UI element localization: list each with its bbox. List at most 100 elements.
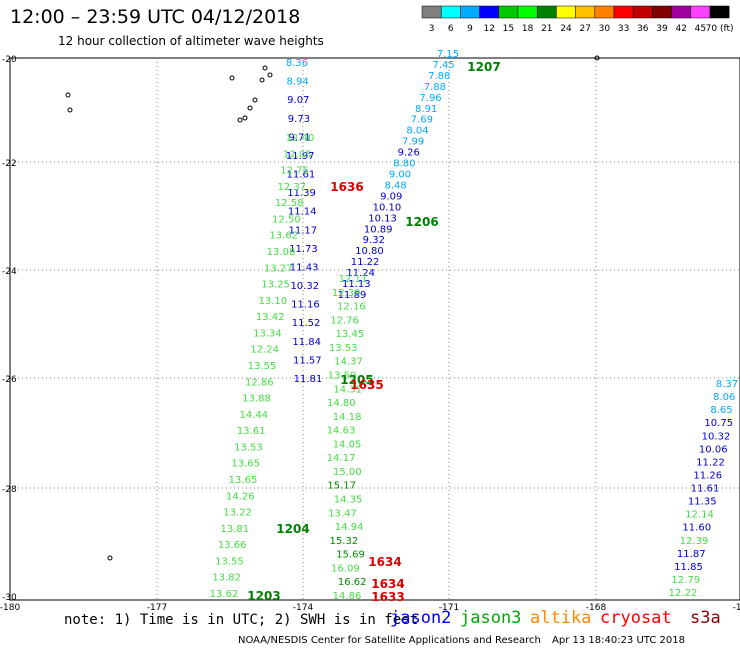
legend-swatch (594, 5, 615, 19)
legend-sat-jason2: jason2 (390, 608, 452, 628)
lat-label: -26 (2, 375, 17, 385)
wave-height-label: 13.22 (223, 508, 252, 519)
legend-swatch (479, 5, 500, 19)
wave-height-label: 8.65 (710, 405, 732, 416)
wave-height-label: 10.89 (364, 224, 393, 235)
wave-height-label: 12.37 (278, 182, 307, 193)
wave-height-label: 11.39 (287, 188, 316, 199)
wave-height-label: 7.88 (424, 82, 446, 93)
lat-label: -20 (2, 55, 17, 65)
wave-height-label: 8.80 (393, 159, 415, 170)
wave-height-label: 11.81 (294, 374, 323, 385)
wave-height-label: 9.00 (389, 170, 411, 181)
wave-height-label: 8.94 (287, 77, 309, 88)
wave-height-label: 14.37 (334, 357, 363, 368)
wave-height-label: 11.22 (696, 457, 725, 468)
wave-height-label: 10.13 (368, 213, 397, 224)
wave-height-label: 14.94 (335, 522, 364, 533)
wave-height-label: 12.16 (337, 302, 366, 313)
pass-time-label: 1203 (247, 589, 280, 603)
wave-height-label: 11.13 (342, 279, 371, 290)
wave-height-label: 14.31 (333, 384, 362, 395)
wave-height-label: 14.18 (333, 412, 362, 423)
legend-swatch (556, 5, 576, 19)
legend-value: 33 (618, 24, 629, 34)
legend-value: 12 (483, 24, 494, 34)
pass-time-label: 1634 (368, 555, 401, 569)
wave-height-label: 7.45 (433, 60, 455, 71)
wave-height-label: 13.61 (237, 426, 266, 437)
wave-height-label: 8.48 (385, 180, 407, 191)
legend-value: 15 (503, 24, 514, 34)
map-frame (9, 57, 740, 601)
wave-height-label: 13.59 (328, 370, 357, 381)
wave-height-label: 13.34 (253, 328, 282, 339)
legend-value: 6 (448, 24, 454, 34)
wave-height-label: 8.91 (415, 104, 437, 115)
lon-label: -168 (586, 603, 607, 613)
legend-swatch (671, 5, 692, 19)
wave-height-label: 11.85 (674, 562, 703, 573)
wave-height-label: 12.14 (685, 510, 714, 521)
wave-height-label: 11.73 (289, 244, 318, 255)
wave-height-label: 11.24 (346, 268, 375, 279)
island (267, 72, 273, 78)
wave-height-label: 9.07 (287, 95, 309, 106)
wave-height-label: 12.24 (250, 345, 279, 356)
map-subtitle: 12 hour collection of altimeter wave hei… (58, 34, 324, 48)
pass-time-label: 1634 (371, 577, 404, 591)
lon-label: -174 (293, 603, 314, 613)
wave-height-label: 7.99 (402, 137, 424, 148)
wave-height-label: 14.05 (333, 439, 362, 450)
credit-line: NOAA/NESDIS Center for Satellite Applica… (238, 635, 541, 646)
wave-height-label: 12.39 (332, 288, 361, 299)
wave-height-label: 11.14 (288, 207, 317, 218)
lat-label: -24 (2, 267, 17, 277)
wave-height-label: 12.40 (286, 133, 315, 144)
wave-height-label: 9.73 (288, 114, 310, 125)
pass-time-label: 1204 (276, 522, 309, 536)
legend-value: 9 (467, 24, 473, 34)
legend-swatch (690, 5, 711, 19)
legend-value: 36 (637, 24, 649, 34)
wave-height-label: 11.16 (291, 300, 320, 311)
island (242, 115, 248, 121)
wave-height-label: 12.86 (245, 377, 274, 388)
wave-height-label: 13.81 (221, 524, 250, 535)
wave-height-label: 16.09 (331, 563, 360, 574)
wave-height-label: 13.66 (218, 540, 247, 551)
wave-height-label: 11.17 (289, 225, 318, 236)
wave-height-label: 13.08 (267, 247, 296, 258)
wave-height-label: 12.76 (330, 315, 359, 326)
wave-height-label: 7.96 (419, 93, 441, 104)
wave-height-label: 10.80 (355, 246, 384, 257)
pass-time-label: 1205 (340, 373, 373, 387)
wave-height-label: 14.44 (240, 410, 269, 421)
wave-height-label: 14.63 (327, 426, 356, 437)
wave-height-label: 12.58 (275, 198, 304, 209)
legend-swatch (440, 5, 461, 19)
wave-height-label: 7.88 (428, 71, 450, 82)
wave-height-label: 10.10 (373, 202, 402, 213)
legend-sat-cryosat: cryosat (600, 608, 672, 628)
wave-height-label: 11.84 (292, 337, 321, 348)
legend-swatch (517, 5, 538, 19)
wave-height-label: 13.27 (264, 263, 293, 274)
wave-height-label: 10.75 (704, 418, 733, 429)
wave-height-label: 11.57 (293, 355, 322, 366)
wave-height-label: 12.50 (272, 214, 301, 225)
wave-height-label: 13.82 (212, 573, 241, 584)
footnote: note: 1) Time is in UTC; 2) SWH is in fe… (64, 612, 419, 628)
legend-value: 30 (599, 24, 611, 34)
island (67, 107, 73, 113)
wave-height-label: 14.35 (334, 495, 363, 506)
lat-label: -28 (2, 485, 17, 495)
wave-height-label: 15.32 (330, 536, 359, 547)
legend-value: 39 (656, 24, 668, 34)
wave-height-label: 8.37 (716, 379, 738, 390)
lat-label: -22 (2, 159, 17, 169)
wave-height-label: 11.87 (677, 549, 706, 560)
wave-height-label: 13.45 (336, 329, 365, 340)
wave-height-label: 13.47 (328, 508, 357, 519)
